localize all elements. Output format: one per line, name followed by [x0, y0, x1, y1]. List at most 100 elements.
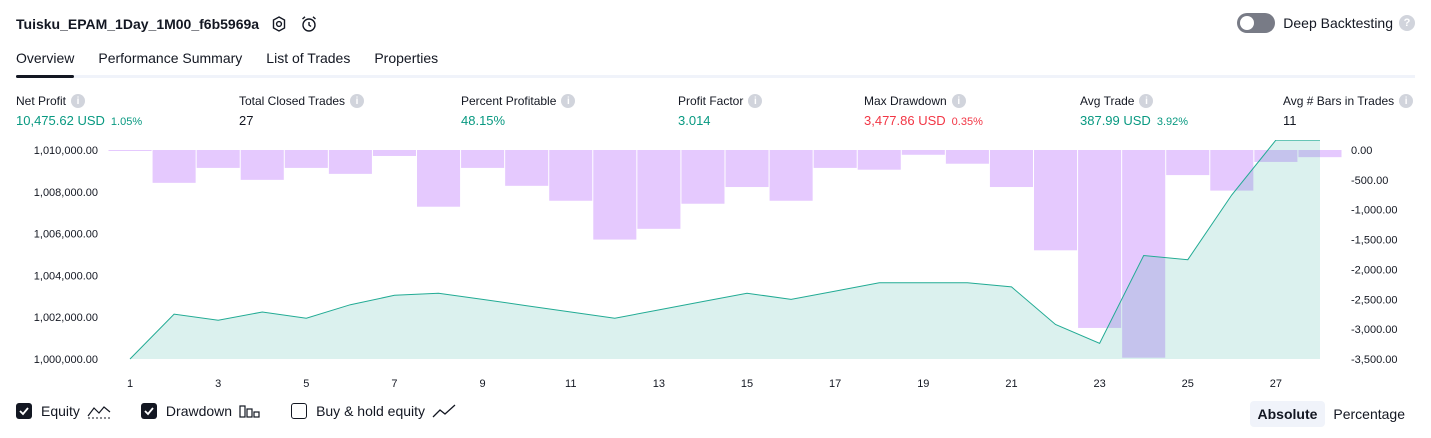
- tab-bar: Overview Performance Summary List of Tra…: [16, 40, 1415, 78]
- metric-value: 11: [1283, 113, 1297, 128]
- metric-label: Net Profit: [16, 94, 67, 108]
- x-axis-tick: 23: [1093, 378, 1105, 390]
- equity-area-icon: [87, 403, 111, 419]
- x-axis-tick: 17: [829, 378, 841, 390]
- info-icon[interactable]: i: [1399, 94, 1414, 108]
- tab-overview[interactable]: Overview: [16, 40, 75, 78]
- right-axis-tick: -1,000.00: [1351, 205, 1397, 217]
- left-axis-tick: 1,010,000.00: [34, 145, 98, 157]
- drawdown-bar: [725, 150, 769, 188]
- left-axis-tick: 1,006,000.00: [34, 229, 98, 241]
- x-axis-tick: 27: [1270, 378, 1282, 390]
- strategy-header: Tuisku_EPAM_1Day_1M00_f6b5969a: [16, 12, 319, 36]
- absolute-mode-button[interactable]: Absolute: [1249, 401, 1326, 427]
- metric-value: 27: [239, 113, 254, 128]
- equity-area: [130, 140, 1320, 359]
- metric-value: 3,477.86 USD: [864, 113, 946, 128]
- right-axis-tick: -2,000.00: [1351, 264, 1397, 276]
- alarm-clock-icon[interactable]: [299, 14, 319, 34]
- metric-label: Profit Factor: [678, 94, 744, 108]
- drawdown-bar: [681, 150, 725, 204]
- info-icon[interactable]: i: [71, 94, 86, 108]
- x-axis-tick: 7: [391, 378, 397, 390]
- metric-label: Total Closed Trades: [239, 94, 346, 108]
- legend-label: Drawdown: [165, 403, 233, 419]
- x-axis-tick: 19: [917, 378, 929, 390]
- drawdown-bar: [461, 150, 505, 168]
- help-icon[interactable]: ?: [1399, 15, 1415, 31]
- legend-drawdown[interactable]: Drawdown: [140, 403, 261, 419]
- right-axis-tick: -500.00: [1351, 175, 1388, 187]
- legend-equity[interactable]: Equity: [16, 403, 111, 419]
- drawdown-bar: [901, 150, 945, 155]
- drawdown-bar: [328, 150, 372, 174]
- drawdown-bar: [240, 150, 284, 180]
- drawdown-bar: [593, 150, 637, 240]
- metric-percent: 0.35%: [951, 116, 983, 128]
- info-icon[interactable]: i: [561, 94, 576, 108]
- left-axis-tick: 1,004,000.00: [34, 270, 98, 282]
- x-axis-tick: 3: [215, 378, 221, 390]
- x-axis-tick: 25: [1182, 378, 1194, 390]
- info-icon[interactable]: i: [748, 94, 763, 108]
- settings-icon[interactable]: [269, 14, 289, 34]
- percentage-mode-button[interactable]: Percentage: [1333, 406, 1405, 422]
- equity-line: [129, 140, 1320, 360]
- drawdown-bar: [108, 150, 152, 151]
- tab-properties[interactable]: Properties: [374, 50, 439, 66]
- buy-hold-checkbox[interactable]: [291, 403, 308, 419]
- drawdown-checkbox[interactable]: [140, 403, 157, 419]
- drawdown-bar: [284, 150, 328, 168]
- metric-profit-factor: Profit Factor i 3.014: [678, 94, 763, 128]
- metric-value: 48.15%: [461, 113, 506, 128]
- x-axis-tick: 11: [565, 378, 576, 390]
- metric-avg-bars: Avg # Bars in Trades i 11: [1283, 94, 1414, 128]
- x-axis-tick: 5: [303, 378, 309, 390]
- metric-net-profit: Net Profit i 10,475.62 USD 1.05%: [16, 94, 142, 128]
- line-chart-icon: [432, 403, 456, 419]
- drawdown-bar: [549, 150, 593, 201]
- drawdown-bar: [1210, 150, 1254, 191]
- metric-percent-profitable: Percent Profitable i 48.15%: [461, 94, 576, 128]
- chart-mode-switch: Absolute Percentage: [1249, 401, 1414, 427]
- drawdown-bars-icon: [239, 403, 261, 419]
- drawdown-bar: [196, 150, 240, 168]
- drawdown-bar: [637, 150, 681, 229]
- info-icon[interactable]: i: [1139, 94, 1154, 108]
- metric-label: Avg Trade: [1080, 94, 1135, 108]
- metric-percent: 1.05%: [110, 116, 143, 128]
- strategy-title: Tuisku_EPAM_1Day_1M00_f6b5969a: [16, 16, 260, 32]
- info-icon[interactable]: i: [951, 94, 966, 108]
- right-axis-tick: 0.00: [1351, 145, 1372, 157]
- drawdown-bar: [1298, 150, 1342, 158]
- left-axis-tick: 1,008,000.00: [34, 187, 98, 199]
- tab-performance-summary[interactable]: Performance Summary: [98, 50, 243, 66]
- deep-backtesting-label: Deep Backtesting: [1283, 15, 1393, 31]
- metric-max-drawdown: Max Drawdown i 3,477.86 USD 0.35%: [864, 94, 983, 128]
- x-axis-tick: 15: [741, 378, 753, 390]
- drawdown-bar: [1122, 150, 1166, 358]
- legend-label: Equity: [41, 403, 80, 419]
- x-axis-tick: 1: [127, 378, 133, 390]
- legend-buy-hold[interactable]: Buy & hold equity: [291, 403, 456, 419]
- metric-total-closed-trades: Total Closed Trades i 27: [239, 94, 365, 128]
- drawdown-bar: [505, 150, 549, 186]
- drawdown-bar: [857, 150, 901, 170]
- drawdown-bar: [1166, 150, 1210, 176]
- drawdown-bar: [813, 150, 857, 168]
- metric-value: 387.99 USD: [1080, 113, 1151, 128]
- info-icon[interactable]: i: [350, 94, 365, 108]
- drawdown-bar: [417, 150, 461, 207]
- metric-avg-trade: Avg Trade i 387.99 USD 3.92%: [1080, 94, 1188, 128]
- drawdown-bar: [152, 150, 196, 183]
- equity-drawdown-chart[interactable]: 1,000,000.00 1,002,000.00 1,004,000.00 1,00…: [0, 140, 1431, 395]
- drawdown-bar: [989, 150, 1033, 188]
- drawdown-bar: [1034, 150, 1078, 251]
- chart-legend: Equity Drawdown Buy & hold equity: [16, 403, 486, 419]
- tab-list-of-trades[interactable]: List of Trades: [266, 50, 351, 66]
- equity-checkbox[interactable]: [16, 403, 32, 419]
- deep-backtesting-toggle[interactable]: [1237, 13, 1276, 33]
- metric-percent: 3.92%: [1156, 116, 1189, 128]
- x-axis-tick: 13: [653, 378, 665, 390]
- right-axis-tick: -3,500.00: [1351, 354, 1397, 366]
